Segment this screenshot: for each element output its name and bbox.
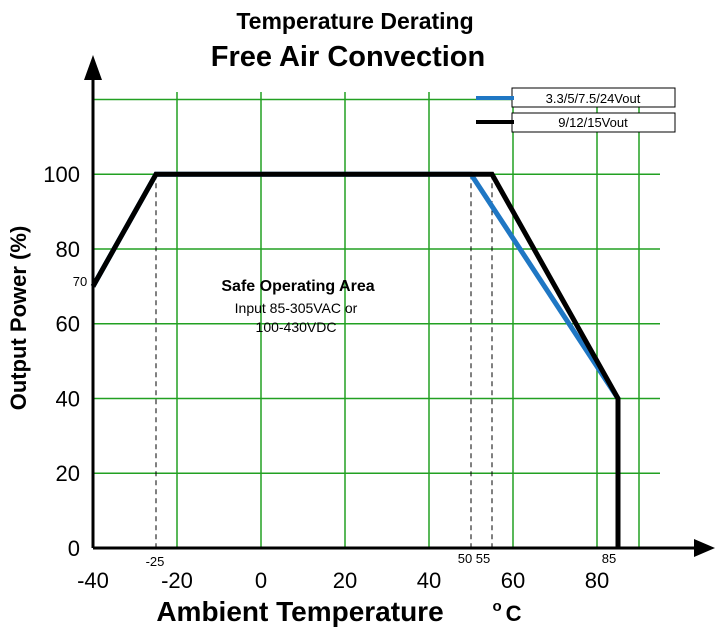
- x-axis-arrow: [694, 539, 715, 557]
- y-tick-label: 60: [56, 312, 80, 337]
- y-tick-labels: 0 20 40 60 80 100: [43, 162, 80, 561]
- legend-label-2: 9/12/15Vout: [558, 115, 628, 130]
- series-lines: [90, 171, 621, 548]
- annotation-title: Safe Operating Area: [221, 278, 374, 295]
- x-tick-label: 60: [501, 568, 525, 593]
- y-special-label-70: 70: [73, 274, 87, 289]
- x-tick-label: 20: [333, 568, 357, 593]
- marker-lines: [155, 174, 493, 548]
- x-special-label-50-55: 50 55: [458, 551, 491, 566]
- y-tick-label: 20: [56, 461, 80, 486]
- series-line-2: [90, 171, 621, 548]
- chart-subtitle: Free Air Convection: [211, 41, 485, 73]
- y-axis-arrow: [84, 55, 102, 80]
- legend: 3.3/5/7.5/24Vout 9/12/15Vout: [476, 87, 676, 133]
- x-tick-label: 80: [585, 568, 609, 593]
- y-tick-label: 0: [68, 536, 80, 561]
- annotation-line2: 100-430VDC: [256, 319, 337, 335]
- x-tick-label: 40: [417, 568, 441, 593]
- x-special-label-85: 85: [602, 551, 616, 566]
- x-tick-label: 0: [255, 568, 267, 593]
- annotation-line1: Input 85-305VAC or: [235, 300, 358, 316]
- series-line-1: [90, 171, 621, 548]
- x-tick-label: -20: [161, 568, 193, 593]
- chart-title: Temperature Derating: [236, 8, 473, 34]
- y-tick-label: 100: [43, 162, 80, 187]
- x-tick-label: -40: [77, 568, 109, 593]
- y-axis-label: Output Power (%): [6, 226, 31, 411]
- x-special-label-m25: -25: [146, 554, 165, 569]
- x-axis-label: Ambient Temperature: [156, 596, 443, 627]
- y-tick-label: 80: [56, 237, 80, 262]
- x-tick-labels: -40 -20 0 20 40 60 80: [77, 568, 609, 593]
- legend-label-1: 3.3/5/7.5/24Vout: [546, 91, 641, 106]
- y-tick-label: 40: [56, 386, 80, 411]
